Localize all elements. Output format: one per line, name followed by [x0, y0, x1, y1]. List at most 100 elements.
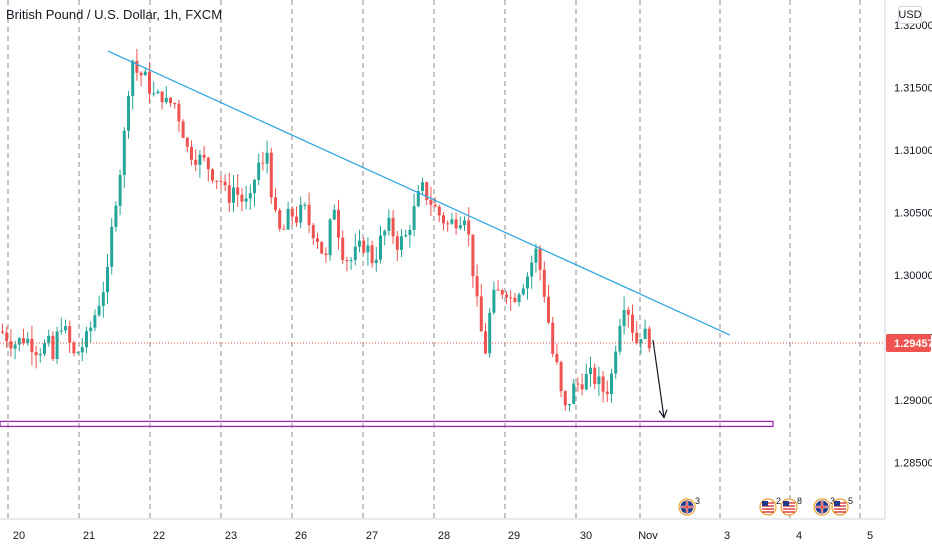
candle-body — [526, 276, 529, 289]
candle — [643, 319, 647, 340]
candle-body — [257, 162, 261, 180]
candle — [80, 337, 84, 362]
candle-body — [387, 217, 391, 231]
candle-body — [215, 180, 219, 182]
candle — [194, 149, 198, 172]
candle — [425, 181, 429, 205]
candle — [286, 201, 290, 230]
candle — [93, 309, 97, 332]
events-layer: 3 2 8 3 5 — [678, 496, 853, 516]
candle-body — [589, 367, 592, 375]
candle — [30, 325, 34, 366]
candle — [467, 207, 471, 247]
candle — [160, 91, 164, 110]
candle-body — [400, 236, 403, 250]
candle-body — [513, 297, 517, 302]
candle — [551, 316, 555, 357]
candle — [290, 206, 294, 226]
y-tick-label: 1.30000 — [894, 270, 932, 282]
candle — [429, 186, 433, 217]
candle-body — [135, 60, 139, 73]
candle-body — [530, 262, 534, 277]
candle-body — [429, 200, 433, 205]
candle-body — [122, 130, 126, 175]
event-count-badge: 3 — [695, 496, 700, 506]
candle-body — [282, 228, 286, 230]
candle — [131, 59, 135, 110]
x-tick-label: 20 — [13, 530, 25, 542]
candle-layer — [1, 48, 651, 412]
event-count-badge: 3 — [830, 496, 835, 506]
candle — [505, 290, 508, 305]
candle-body — [253, 179, 256, 194]
candle-body — [265, 152, 269, 164]
candle — [295, 206, 298, 227]
candle-body — [181, 121, 185, 138]
candle — [219, 175, 223, 190]
candle — [538, 245, 542, 281]
candle-body — [505, 294, 508, 298]
candle — [307, 192, 311, 233]
candle-body — [563, 391, 567, 406]
candle-body — [341, 237, 345, 261]
x-tick-label: 28 — [438, 530, 450, 542]
candle-body — [22, 338, 25, 344]
candle-body — [34, 352, 38, 356]
candle — [542, 261, 546, 303]
candle-body — [366, 245, 370, 253]
candle-body — [72, 342, 76, 354]
price-axis-bg — [885, 0, 932, 550]
candle-body — [127, 95, 130, 131]
candle — [517, 292, 521, 307]
candle-body — [458, 225, 462, 229]
candle — [68, 320, 72, 354]
candle-body — [433, 204, 437, 207]
event-count-badge: 2 — [776, 496, 781, 506]
candle-body — [593, 367, 597, 384]
candle-body — [559, 362, 563, 392]
candle-body — [97, 305, 101, 316]
candle-body — [152, 93, 156, 95]
x-tick-label: 22 — [153, 530, 165, 542]
candle — [269, 147, 273, 204]
candle — [64, 319, 67, 334]
candle-body — [194, 159, 198, 165]
y-tick-label: 1.31500 — [894, 82, 932, 94]
candle-body — [286, 208, 290, 230]
candle-body — [274, 197, 277, 211]
candle — [488, 307, 492, 358]
candle-body — [395, 236, 399, 250]
candle — [647, 326, 651, 353]
candle — [370, 240, 374, 268]
uk-flag-icon: 3 — [813, 496, 835, 516]
currency-badge[interactable]: USD — [898, 6, 922, 24]
candle-body — [471, 234, 475, 277]
x-tick-label: 23 — [225, 530, 237, 542]
candle — [534, 243, 538, 273]
candle-body — [647, 328, 651, 349]
x-tick-label: 5 — [867, 530, 873, 542]
candle-body — [156, 91, 160, 94]
candle — [22, 328, 25, 346]
candle — [17, 336, 21, 352]
candle — [589, 356, 592, 387]
grid-layer — [7, 0, 861, 519]
projection-arrowhead — [658, 409, 668, 419]
candle-body — [223, 181, 227, 186]
candle — [639, 338, 643, 354]
candle — [232, 174, 235, 213]
candle-body — [190, 146, 193, 160]
candle — [43, 339, 46, 357]
candle-body — [114, 205, 118, 227]
candle — [97, 295, 101, 318]
candle — [391, 210, 395, 245]
candle — [101, 281, 105, 318]
candle — [253, 178, 256, 207]
candle-body — [383, 230, 387, 236]
candle-body — [47, 335, 51, 344]
candle — [240, 187, 244, 212]
candle — [311, 222, 315, 245]
